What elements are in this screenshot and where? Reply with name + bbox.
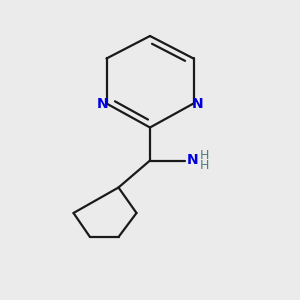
Text: N: N (191, 97, 203, 110)
Text: N: N (187, 153, 199, 166)
Text: H: H (200, 159, 209, 172)
Text: H: H (200, 148, 209, 162)
Text: N: N (97, 97, 109, 110)
